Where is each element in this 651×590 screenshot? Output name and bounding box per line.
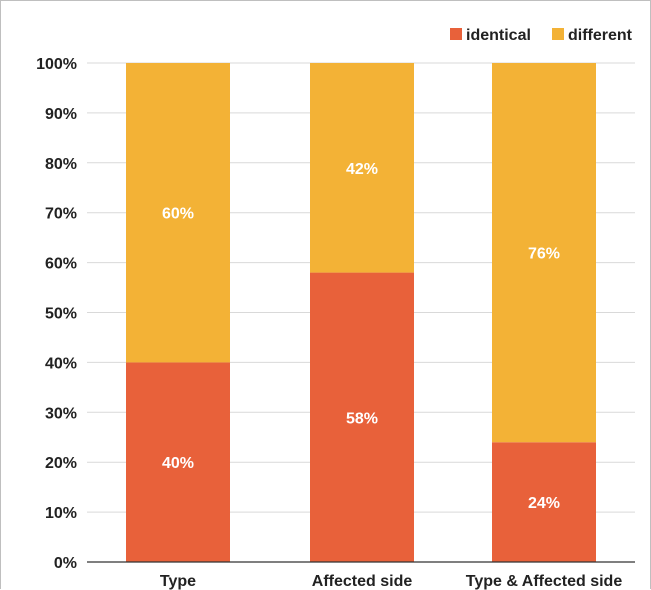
y-tick-label: 40%: [45, 355, 77, 372]
data-label-identical: 40%: [162, 455, 194, 472]
x-category-label: Type & Affected side: [466, 573, 623, 590]
bars: [126, 63, 596, 562]
data-label-identical: 24%: [528, 495, 560, 512]
x-category-label: Type: [160, 573, 196, 590]
y-tick-label: 30%: [45, 405, 77, 422]
data-labels: 40% 60% 58% 42% 24% 76%: [162, 161, 560, 512]
data-label-different: 60%: [162, 206, 194, 223]
data-label-different: 42%: [346, 161, 378, 178]
y-tick-label: 60%: [45, 256, 77, 273]
y-tick-label: 70%: [45, 206, 77, 223]
data-label-identical: 58%: [346, 410, 378, 427]
legend-swatch-identical: [450, 28, 462, 40]
legend-swatch-different: [552, 28, 564, 40]
y-tick-label: 0%: [54, 555, 77, 572]
data-label-different: 76%: [528, 246, 560, 263]
legend: identical different: [450, 27, 633, 44]
axes: 0% 10% 20% 30% 40% 50% 60% 70% 80% 90% 100% Type Aff…: [36, 56, 635, 590]
y-tick-label: 10%: [45, 505, 77, 522]
x-category-label: Affected side: [312, 573, 413, 590]
y-tick-label: 90%: [45, 106, 77, 123]
bar-different: [126, 63, 230, 363]
y-tick-label: 20%: [45, 455, 77, 472]
legend-label-different: different: [568, 27, 633, 44]
y-tick-label: 80%: [45, 156, 77, 173]
bar-identical: [126, 362, 230, 562]
bar-identical: [310, 272, 414, 562]
bar-different: [492, 63, 596, 443]
bar-different: [310, 63, 414, 273]
y-tick-label: 50%: [45, 306, 77, 323]
bar-identical: [492, 442, 596, 562]
y-tick-label: 100%: [36, 56, 77, 73]
legend-label-identical: identical: [466, 27, 531, 44]
